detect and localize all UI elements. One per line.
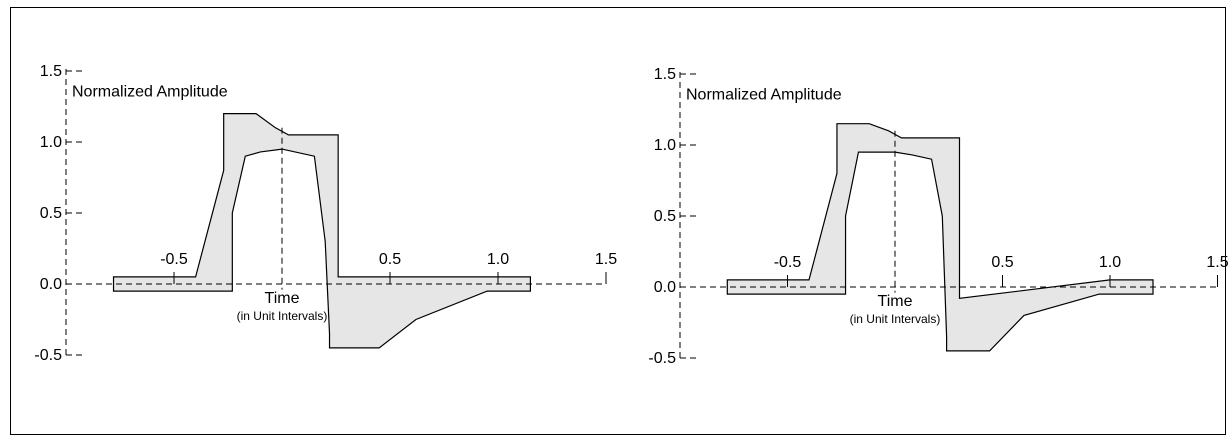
y-axis-title: Normalized Amplitude [686,87,842,104]
x-axis-subtitle: (in Unit Intervals) [237,309,328,323]
y-tick-label: 1.0 [654,137,676,154]
x-axis-subtitle: (in Unit Intervals) [850,312,941,326]
y-tick-label: 1.5 [654,66,676,83]
y-tick-label: 1.0 [40,134,62,151]
y-tick-label: -0.5 [34,347,62,364]
y-tick-label: 0.0 [40,276,62,293]
y-axis-title: Normalized Amplitude [72,84,228,101]
x-tick-label: 1.0 [1099,254,1121,271]
x-tick-label: -0.5 [160,251,188,268]
x-tick-label: 1.0 [487,251,509,268]
y-tick-label: 0.0 [654,279,676,296]
x-tick-label: 1.5 [1206,254,1228,271]
x-axis-title: Time [265,290,300,307]
x-tick-label: 1.5 [595,251,617,268]
mask-chart-left: -0.5 0.0 0.5 1.0 1.5 -0.5 0.5 1.0 1.5 Normalized … [34,63,617,364]
eye-mask-region [112,112,532,349]
x-axis-title: Time [878,293,913,310]
eye-mask-region [726,123,1154,352]
y-tick-label: 0.5 [40,205,62,222]
y-tick-label: 1.5 [40,63,62,80]
y-tick-label: 0.5 [654,208,676,225]
x-tick-label: -0.5 [774,254,802,271]
mask-chart-right: -0.5 0.0 0.5 1.0 1.5 -0.5 0.5 1.0 1.5 Normalized … [648,66,1228,367]
x-tick-label: 0.5 [991,254,1013,271]
y-tick-label: -0.5 [648,350,676,367]
x-tick-label: 0.5 [379,251,401,268]
